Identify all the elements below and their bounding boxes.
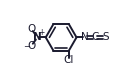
Text: O: O <box>27 41 36 51</box>
Text: −: − <box>23 42 30 51</box>
Text: S: S <box>102 32 109 42</box>
Text: +: + <box>38 28 44 37</box>
Text: N: N <box>33 32 41 42</box>
Text: C: C <box>92 32 99 42</box>
Text: N: N <box>81 32 89 42</box>
Text: Cl: Cl <box>64 55 74 65</box>
Text: O: O <box>27 24 36 34</box>
